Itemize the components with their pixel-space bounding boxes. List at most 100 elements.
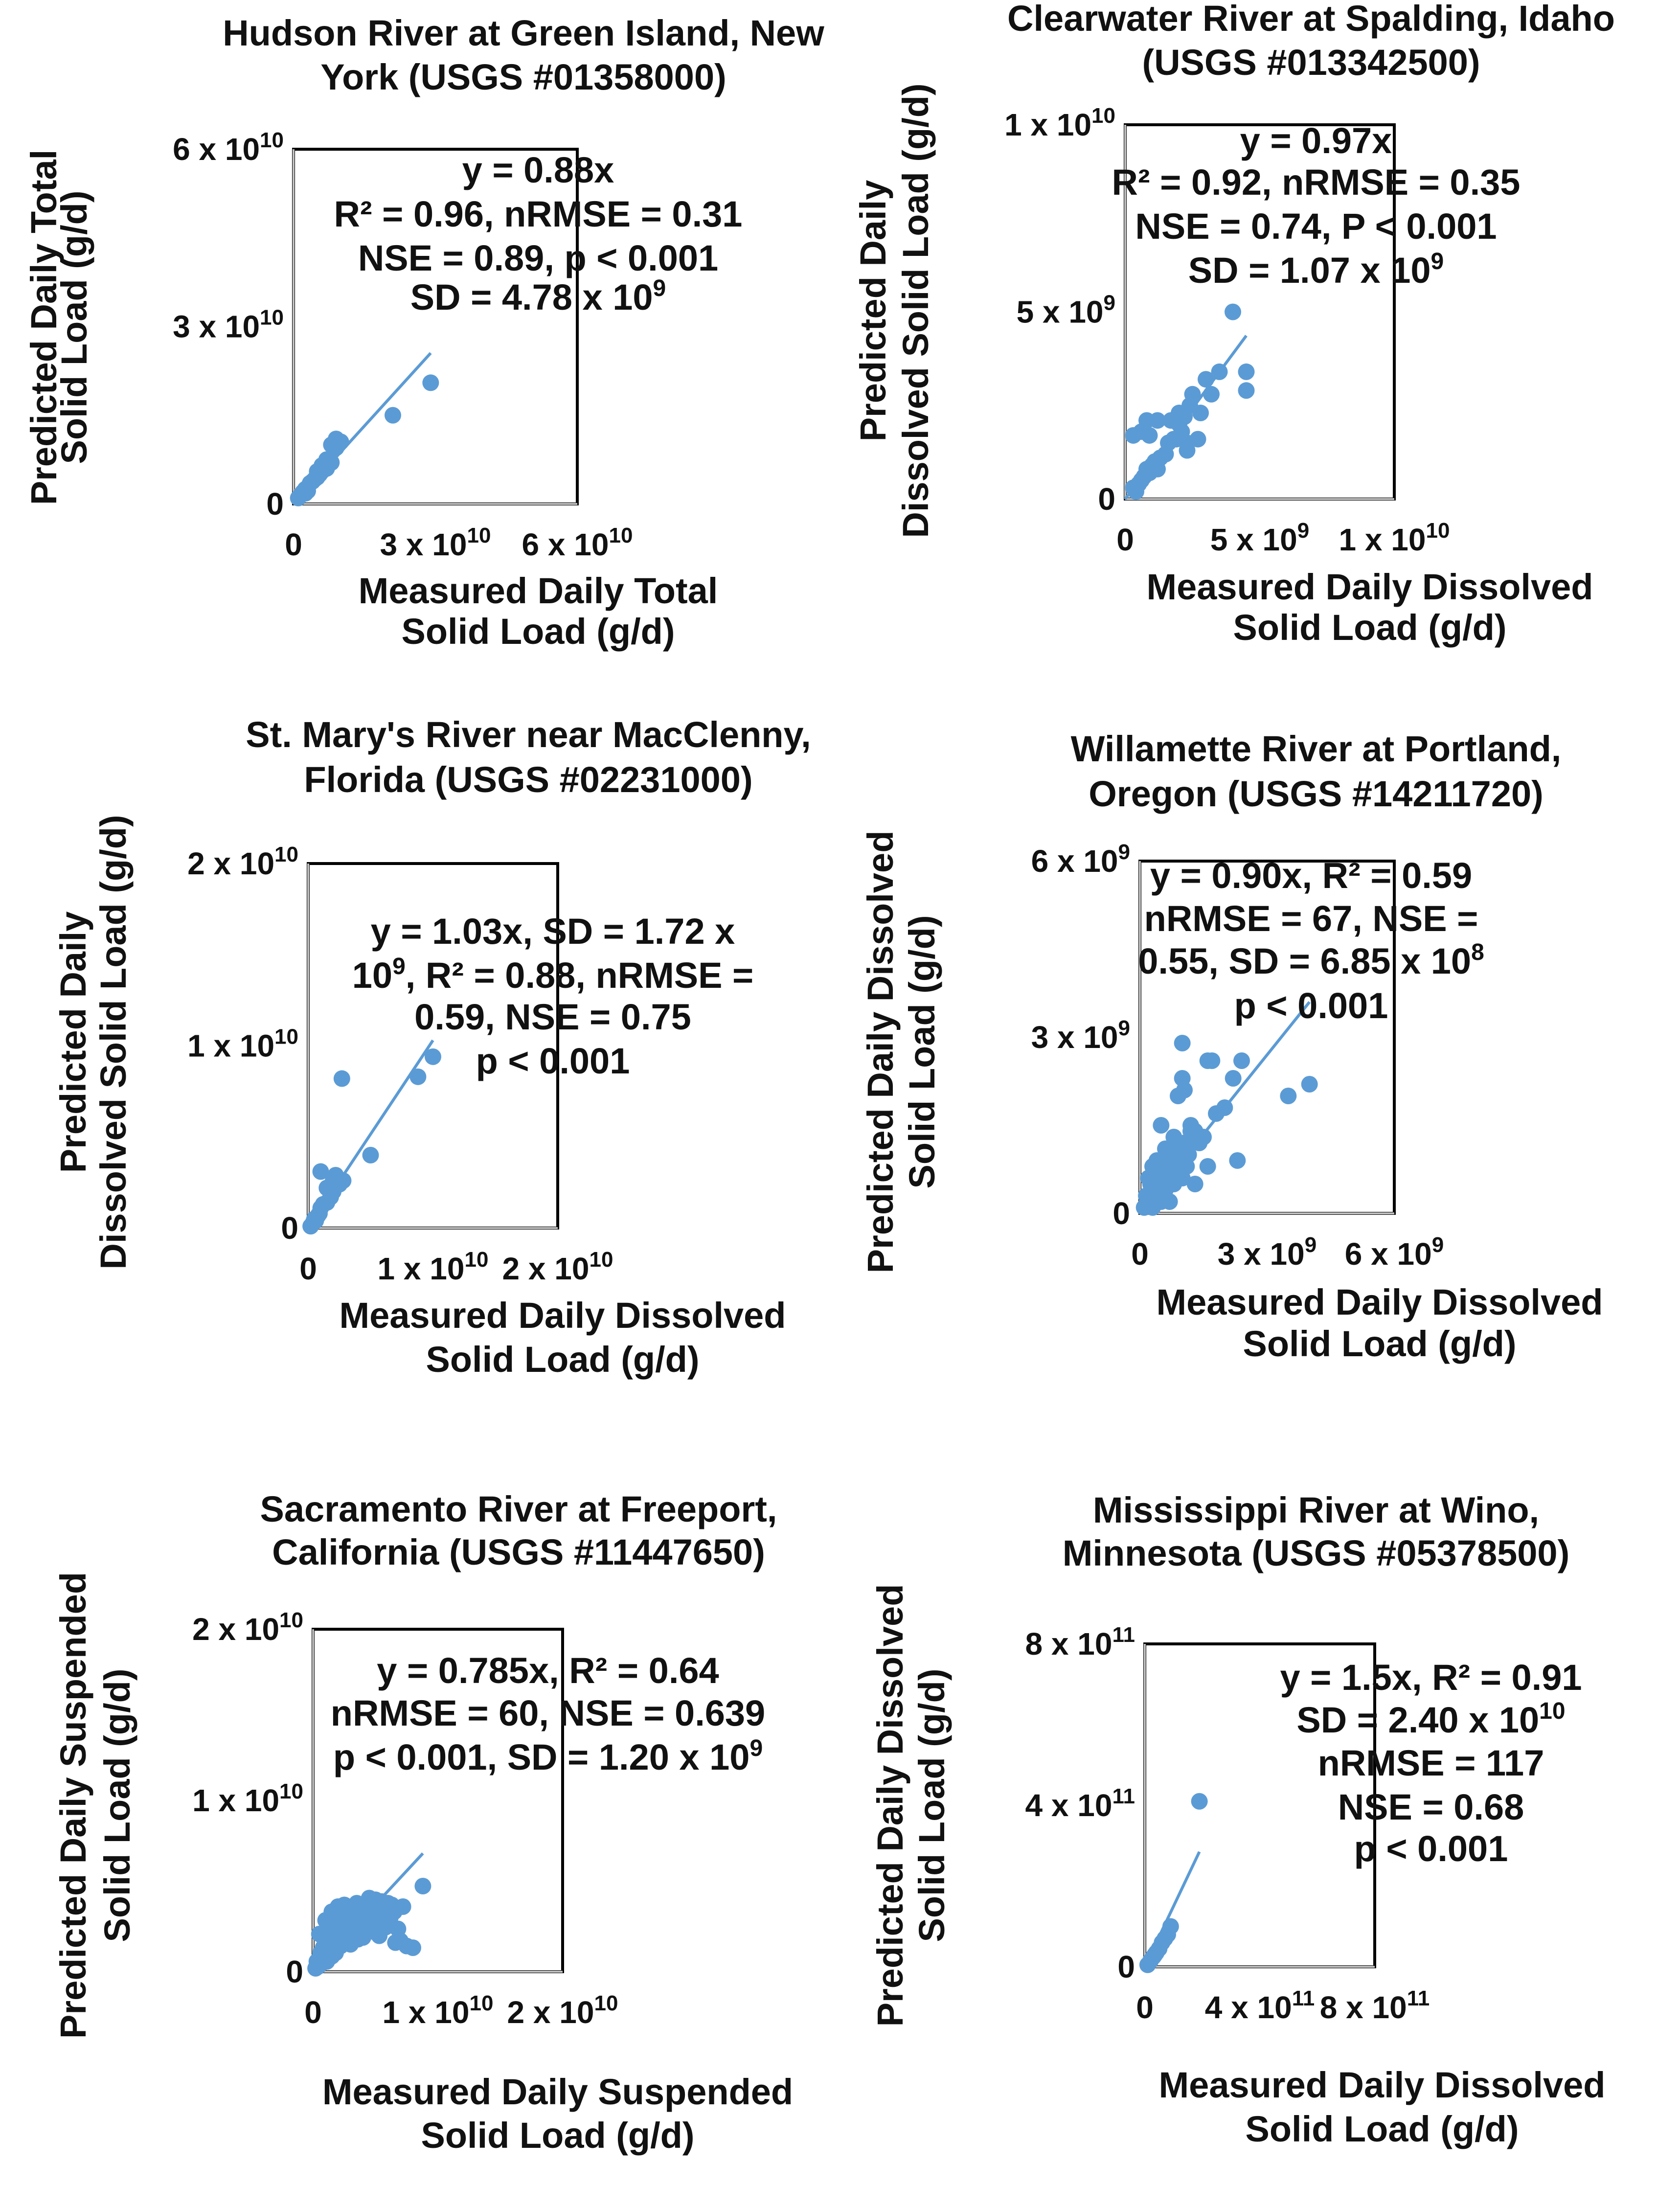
data-point xyxy=(1216,1099,1233,1116)
x-tick-label: 0 xyxy=(304,1995,322,2030)
chart-title: Florida (USGS #02231000) xyxy=(304,759,752,800)
annotation-line: p < 0.001, SD = 1.20 x 109 xyxy=(333,1735,763,1777)
chart-title: Willamette River at Portland, xyxy=(1071,729,1562,769)
chart-title: St. Mary's River near MacClenny, xyxy=(246,714,811,755)
y-tick-label: 6 x 1010 xyxy=(173,128,284,167)
data-point xyxy=(1165,1129,1182,1145)
annotation-line: R² = 0.92, nRMSE = 0.35 xyxy=(1112,162,1521,203)
x-axis-label: Solid Load (g/d) xyxy=(421,2115,694,2156)
y-tick-label: 4 x 1011 xyxy=(1025,1784,1135,1823)
x-axis-label: Measured Daily Dissolved xyxy=(1146,567,1593,607)
annotation-line: 109, R² = 0.88, nRMSE = xyxy=(352,954,753,996)
data-point xyxy=(1233,1052,1250,1069)
x-axis-label: Solid Load (g/d) xyxy=(401,611,675,652)
y-tick-label: 2 x 1010 xyxy=(192,1608,303,1647)
data-point xyxy=(1133,423,1150,440)
y-axis-label-group: Predicted Daily Dissolved Solid Load (g/d… xyxy=(860,831,942,1274)
x-tick-label: 1 x 1010 xyxy=(1339,519,1450,557)
annotation-line: y = 1.03x, SD = 1.72 x xyxy=(371,911,735,952)
data-point xyxy=(1203,1052,1221,1069)
y-axis-label: Solid Load (g/d) xyxy=(97,1668,137,1942)
chart-title: Clearwater River at Spalding, Idaho xyxy=(1007,0,1615,39)
y-tick-label: 0 xyxy=(1117,1949,1135,1984)
data-point xyxy=(318,451,335,468)
y-axis-label: Dissolved Solid Load (g/d) xyxy=(93,815,134,1269)
data-point xyxy=(1186,1176,1203,1192)
y-axis-label: Dissolved Solid Load (g/d) xyxy=(895,83,936,538)
annotation-line: p < 0.001 xyxy=(1354,1828,1508,1869)
y-tick-label: 6 x 109 xyxy=(1031,840,1130,879)
x-axis-label: Solid Load (g/d) xyxy=(426,1339,699,1380)
data-point xyxy=(1161,1193,1178,1210)
x-axis-label: Measured Daily Dissolved xyxy=(1156,1282,1603,1322)
annotation-line: NSE = 0.74, P < 0.001 xyxy=(1135,206,1497,247)
data-point xyxy=(1144,1158,1161,1175)
y-tick-label: 0 xyxy=(281,1210,298,1246)
scatter-panel-4: Willamette River at Portland, Oregon (USG… xyxy=(860,729,1603,1364)
data-point xyxy=(409,1068,427,1085)
data-point xyxy=(394,1898,411,1915)
chart-title: Mississippi River at Wino, xyxy=(1093,1490,1539,1530)
data-point xyxy=(1225,303,1241,320)
x-tick-label: 2 x 1010 xyxy=(502,1248,613,1286)
y-axis-label-group: Predicted Daily Dissolved Solid Load (g/d… xyxy=(853,83,936,538)
annotation-line: p < 0.001 xyxy=(476,1041,630,1081)
data-point xyxy=(1191,1793,1208,1810)
chart-title: Sacramento River at Freeport, xyxy=(260,1489,777,1529)
y-axis-label: Solid Load (g/d) xyxy=(911,1668,952,1942)
y-tick-label: 3 x 109 xyxy=(1031,1016,1130,1055)
annotation-line: NSE = 0.89, p < 0.001 xyxy=(358,238,718,278)
data-point xyxy=(1238,363,1255,380)
data-point xyxy=(1179,442,1196,459)
x-tick-label: 0 xyxy=(299,1251,317,1286)
scatter-panel-5: Sacramento River at Freeport,California … xyxy=(53,1489,793,2156)
scatter-panel-3: St. Mary's River near MacClenny,Florida … xyxy=(53,714,811,1380)
y-tick-label: 0 xyxy=(286,1954,303,1989)
data-point xyxy=(299,482,316,500)
annotation-line: y = 0.785x, R² = 0.64 xyxy=(377,1650,719,1691)
data-point xyxy=(1171,405,1187,422)
data-point xyxy=(1203,386,1220,403)
data-point xyxy=(318,1180,336,1197)
x-tick-label: 0 xyxy=(1131,1236,1149,1272)
annotation-line: nRMSE = 67, NSE = xyxy=(1144,898,1478,939)
data-point xyxy=(1174,1035,1191,1051)
x-tick-label: 3 x 109 xyxy=(1218,1233,1317,1272)
y-axis-label: Predicted Daily Dissolved xyxy=(870,1584,910,2027)
x-axis-label: Measured Daily Dissolved xyxy=(1158,2065,1605,2105)
x-axis-label: Solid Load (g/d) xyxy=(1245,2109,1519,2149)
y-tick-label: 3 x 1010 xyxy=(173,306,284,344)
data-point xyxy=(381,1915,398,1932)
y-axis-label: Predicted Daily Dissolved xyxy=(860,831,901,1274)
chart-title: Minnesota (USGS #05378500) xyxy=(1063,1533,1569,1573)
annotation-line: y = 0.90x, R² = 0.59 xyxy=(1150,855,1472,896)
x-tick-label: 8 x 1011 xyxy=(1320,1986,1430,2025)
x-tick-label: 3 x 1010 xyxy=(380,524,491,562)
data-point xyxy=(1162,1918,1179,1935)
y-tick-label: 8 x 1011 xyxy=(1025,1623,1135,1662)
data-point xyxy=(385,407,401,424)
data-point xyxy=(348,1895,365,1912)
y-axis-label-group: Predicted Daily Dissolved Solid Load (g/d… xyxy=(870,1584,952,2027)
data-point xyxy=(1211,363,1228,380)
x-axis-label: Measured Daily Dissolved xyxy=(339,1295,786,1336)
annotation-line: 0.55, SD = 6.85 x 108 xyxy=(1138,939,1484,981)
annotation-line: R² = 0.96, nRMSE = 0.31 xyxy=(334,194,743,234)
chart-title: Hudson River at Green Island, New xyxy=(223,13,824,53)
data-point xyxy=(361,1890,378,1907)
y-tick-label: 1 x 1010 xyxy=(1004,104,1115,142)
data-point xyxy=(327,1166,344,1184)
data-point xyxy=(414,1878,431,1894)
data-point xyxy=(1198,371,1214,388)
annotation-line: p < 0.001 xyxy=(1234,985,1388,1026)
data-point xyxy=(1229,1152,1246,1169)
y-axis-label-group: Predicted Daily Suspended Solid Load (g/d… xyxy=(53,1572,137,2039)
chart-title: Oregon (USGS #14211720) xyxy=(1089,774,1544,814)
x-tick-label: 1 x 1010 xyxy=(378,1248,489,1286)
chart-title: York (USGS #01358000) xyxy=(320,57,726,97)
data-point xyxy=(312,1163,329,1180)
y-axis-label: Solid Load (g/d) xyxy=(54,190,94,464)
